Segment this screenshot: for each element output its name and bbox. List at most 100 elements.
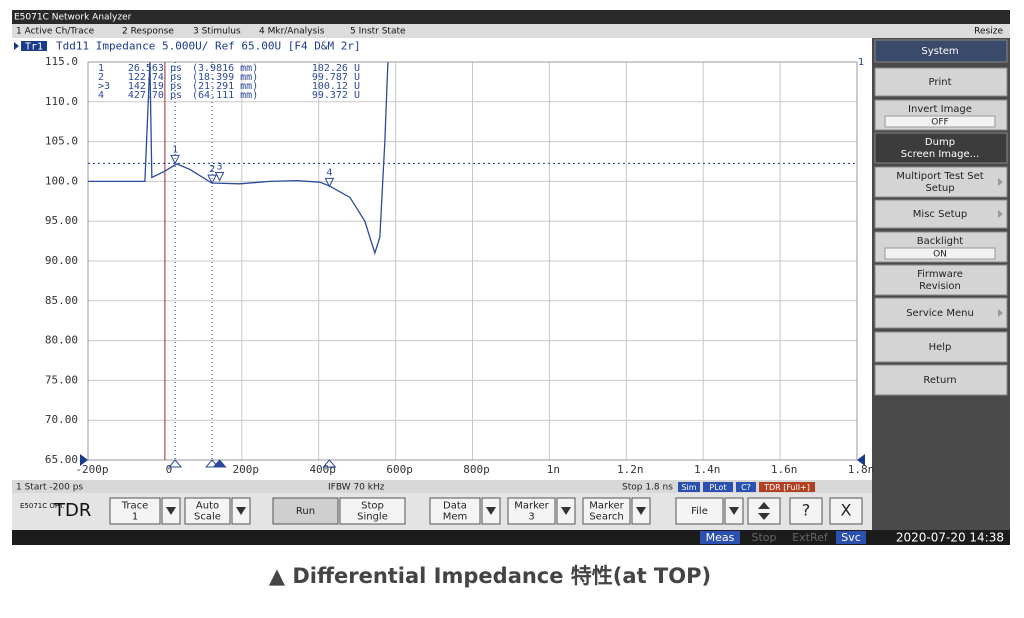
menu-item[interactable]: 2 Response — [122, 27, 174, 37]
trace — [88, 62, 389, 256]
softkey-label: Backlight — [917, 236, 964, 247]
toolbar-button[interactable] — [339, 497, 406, 525]
submenu-arrow — [998, 309, 1003, 317]
marker-label: 4 — [326, 167, 332, 178]
marker-label: 1 — [172, 144, 178, 155]
softkey-label: Service Menu — [906, 308, 974, 319]
softkey-label: Setup — [925, 183, 954, 194]
dropdown-arrow — [636, 507, 646, 515]
y-tick-label: 105.0 — [45, 135, 78, 148]
status-flag — [703, 482, 733, 492]
softkey-state: OFF — [931, 118, 948, 128]
toolbar-button-label: Data — [443, 501, 467, 512]
softkey-label: Misc Setup — [913, 209, 967, 220]
marker-time: 122.74 ps — [128, 72, 182, 83]
marker-distance: (64.111 mm) — [192, 90, 258, 101]
toolbar-button-label: X — [841, 501, 852, 520]
softkey[interactable] — [874, 297, 1008, 329]
toolbar-button[interactable] — [507, 497, 556, 525]
status-item: Meas — [706, 531, 735, 544]
channel-number: 1 — [858, 57, 864, 68]
marker-value: 99.787 U — [312, 72, 360, 83]
softkey[interactable] — [874, 331, 1008, 363]
y-tick-label: 90.00 — [45, 254, 78, 267]
toolbar-button-label: Trace — [121, 501, 149, 512]
status-item-box — [700, 531, 740, 544]
softkey-label: System — [921, 46, 958, 57]
title-bar — [12, 10, 1010, 24]
status-bar — [12, 530, 1010, 545]
icon-button[interactable] — [747, 497, 781, 525]
y-tick-label: 95.00 — [45, 214, 78, 227]
toolbar-button[interactable] — [789, 497, 823, 525]
toolbar-button-label: ? — [802, 501, 811, 520]
marker-value: 102.26 U — [312, 63, 360, 74]
plot-panel — [12, 38, 872, 480]
marker-row-id: 4 — [98, 90, 104, 101]
marker-row-id: 2 — [98, 72, 104, 83]
status-flag — [736, 482, 756, 492]
toolbar-button[interactable] — [675, 497, 724, 525]
dropdown-arrow — [236, 507, 246, 515]
ref-pointer — [80, 454, 88, 466]
dropdown-arrow — [729, 507, 739, 515]
softkey — [874, 39, 1008, 63]
marker-pointer — [205, 459, 220, 468]
softkey-state-box — [884, 247, 996, 260]
softkey-label: Return — [923, 375, 956, 386]
status-line — [12, 480, 872, 493]
toolbar-button[interactable] — [109, 497, 161, 525]
marker-pointer — [212, 459, 227, 468]
toolbar-button[interactable] — [272, 497, 339, 525]
toolbar-button-label: File — [691, 506, 708, 517]
resize[interactable]: Resize — [974, 27, 1003, 37]
toolbar-button[interactable] — [429, 497, 481, 525]
softkey-label: Help — [929, 342, 952, 353]
softkey[interactable] — [874, 364, 1008, 396]
softkey[interactable] — [874, 166, 1008, 198]
toolbar-button-label: 1 — [132, 512, 138, 523]
softkey[interactable] — [874, 132, 1008, 164]
trace-id: Tr1 — [25, 42, 43, 53]
ifbw: IFBW 70 kHz — [328, 483, 385, 493]
marker — [207, 174, 217, 185]
x-tick-label: 800p — [463, 463, 490, 476]
trace-badge — [21, 41, 47, 51]
status-flag-text: TDR [Full+] — [763, 483, 810, 492]
icon — [758, 502, 770, 520]
x-tick-label: 1.8n — [848, 463, 875, 476]
status-flag-text: Sim — [681, 483, 696, 492]
toolbar-button[interactable] — [829, 497, 863, 525]
softkey[interactable] — [874, 67, 1008, 97]
menu-item[interactable]: 4 Mkr/Analysis — [259, 27, 325, 37]
marker-time: 142.19 ps — [128, 81, 182, 92]
plot-frame — [87, 61, 858, 461]
submenu-arrow — [998, 178, 1003, 186]
menu-item[interactable]: 1 Active Ch/Trace — [16, 27, 95, 37]
status-item: ExtRef — [792, 531, 829, 544]
marker-label: 2 — [209, 164, 215, 175]
softkey[interactable] — [874, 199, 1008, 229]
start: 1 Start -200 ps — [16, 483, 83, 493]
softkey-label: Revision — [919, 281, 961, 292]
marker-row-id: >3 — [98, 81, 110, 92]
x-tick-label: 1.6n — [771, 463, 798, 476]
status-flag-text: C? — [741, 483, 751, 492]
dropdown-arrow — [486, 507, 496, 515]
y-tick-label: 85.00 — [45, 294, 78, 307]
toolbar-button[interactable] — [184, 497, 231, 525]
window-title: E5071C Network Analyzer — [14, 13, 132, 23]
softkey-label: Multiport Test Set — [896, 171, 983, 182]
softkey[interactable] — [874, 264, 1008, 296]
status-item-box — [836, 531, 866, 544]
y-tick-label: 115.0 — [45, 55, 78, 68]
marker-time: 26.563 ps — [128, 63, 182, 74]
trace-arrow — [14, 42, 19, 50]
marker-label: 3 — [217, 161, 223, 172]
menu-item[interactable]: 3 Stimulus — [193, 27, 241, 37]
toolbar-button-label: Stop — [361, 501, 384, 512]
trace-header: Tdd11 Impedance 5.000U/ Ref 65.00U [F4 D… — [56, 40, 361, 53]
menu-item[interactable]: 5 Instr State — [350, 27, 406, 37]
y-tick-label: 70.00 — [45, 413, 78, 426]
toolbar-button[interactable] — [582, 497, 631, 525]
